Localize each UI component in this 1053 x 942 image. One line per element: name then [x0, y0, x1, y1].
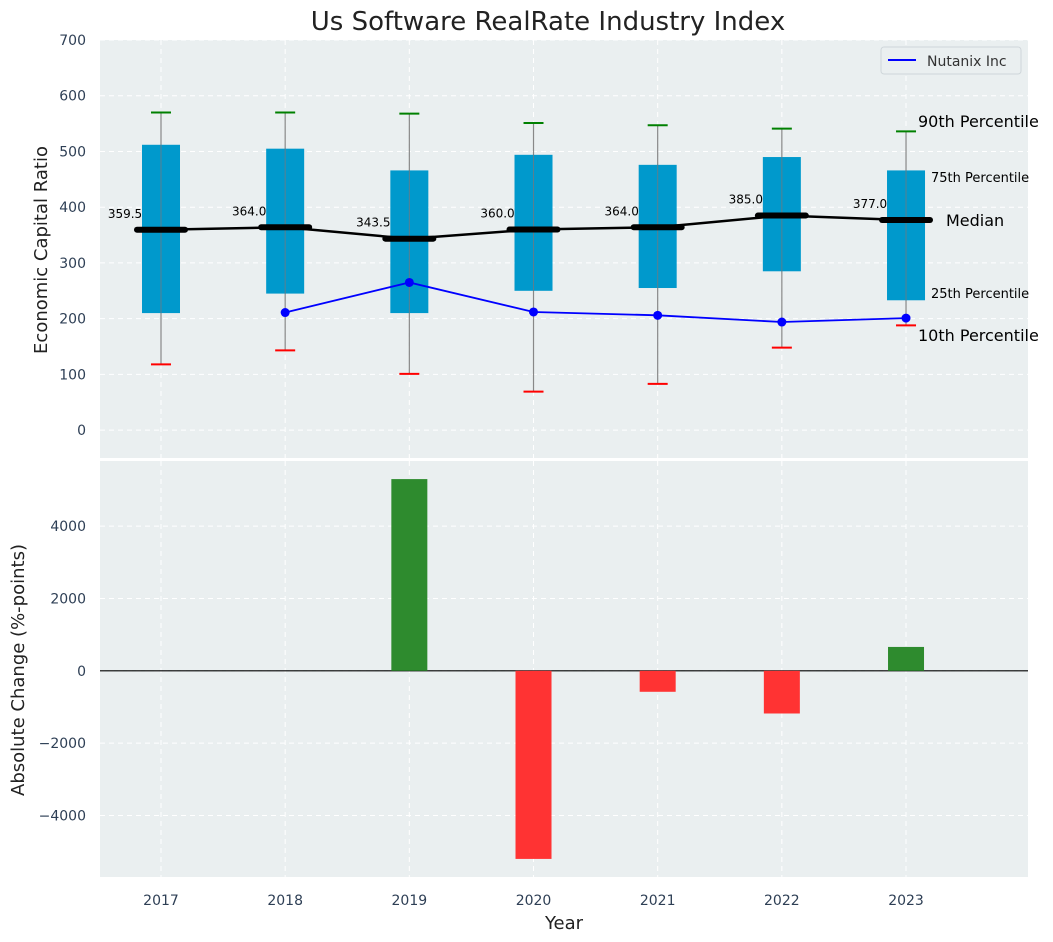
median-value-label: 364.0 — [605, 204, 639, 218]
change-bar — [639, 670, 676, 692]
annotation-75th: 75th Percentile — [931, 171, 1029, 186]
company-point — [777, 317, 787, 327]
top-y-tick-label: 500 — [59, 144, 86, 160]
annotation-90th: 90th Percentile — [918, 112, 1039, 131]
top-y-tick-label: 200 — [59, 312, 86, 328]
legend-box — [880, 46, 1022, 75]
change-bar — [888, 646, 925, 671]
company-line — [284, 281, 907, 323]
change-bars-group — [391, 479, 925, 859]
top-y-tick-label: 100 — [59, 367, 86, 383]
company-point — [529, 307, 539, 317]
top-y-tick-label: 0 — [77, 423, 86, 439]
legend-label: Nutanix Inc — [927, 54, 1007, 70]
bottom-gridlines — [100, 458, 1028, 877]
legend: Nutanix Inc — [880, 46, 1022, 75]
median-value-label: 385.0 — [729, 193, 763, 207]
x-tick-label: 2023 — [888, 893, 924, 909]
top-y-tick-label: 300 — [59, 256, 86, 272]
x-tick-label: 2017 — [143, 893, 179, 909]
annotation-10th: 10th Percentile — [918, 326, 1039, 345]
x-tick-label: 2022 — [764, 893, 800, 909]
x-tick-label: 2020 — [516, 893, 552, 909]
top-y-axis-label: Economic Capital Ratio — [31, 146, 52, 354]
change-bar — [763, 670, 800, 714]
bottom-y-tick-label: −4000 — [39, 809, 86, 825]
company-point — [404, 277, 414, 287]
change-bar — [391, 479, 428, 671]
x-tick-labels: 2017 2018 2019 2020 2021 2022 2023 — [143, 893, 924, 909]
annotation-median: Median — [946, 211, 1004, 230]
company-point — [901, 313, 911, 323]
median-value-label: 343.5 — [356, 216, 390, 230]
company-point — [280, 308, 290, 318]
median-value-label: 359.5 — [108, 207, 142, 221]
median-value-label: 364.0 — [232, 204, 266, 218]
x-tick-label: 2019 — [392, 893, 428, 909]
top-y-tick-label: 600 — [59, 89, 86, 105]
x-tick-label: 2018 — [267, 893, 303, 909]
x-axis-label: Year — [544, 913, 584, 934]
top-y-tick-label: 400 — [59, 200, 86, 216]
top-y-tick-labels: 0 100 200 300 400 500 600 700 — [59, 33, 86, 439]
company-point — [653, 310, 663, 320]
median-value-label: 377.0 — [853, 197, 887, 211]
bottom-y-axis-label: Absolute Change (%-points) — [8, 544, 29, 796]
bottom-y-tick-label: −2000 — [39, 736, 86, 752]
median-value-label: 360.0 — [480, 206, 514, 220]
median-line-group: 359.5 364.0 343.5 360.0 364.0 385.0 377.0 — [108, 193, 934, 242]
company-line-group — [280, 277, 911, 327]
bottom-y-tick-labels: −4000 −2000 0 2000 4000 — [39, 519, 86, 824]
bottom-y-tick-label: 0 — [77, 664, 86, 680]
top-panel-background — [100, 40, 1028, 458]
bottom-panel-background — [100, 461, 1028, 877]
change-bar — [515, 670, 552, 859]
percentile-annotations: 90th Percentile 75th Percentile Median 2… — [918, 112, 1039, 345]
top-y-tick-label: 700 — [59, 33, 86, 49]
chart-title: Us Software RealRate Industry Index — [311, 7, 785, 37]
annotation-25th: 25th Percentile — [931, 287, 1029, 302]
bottom-y-tick-label: 2000 — [50, 591, 86, 607]
bottom-y-tick-label: 4000 — [50, 519, 86, 535]
x-tick-label: 2021 — [640, 893, 676, 909]
